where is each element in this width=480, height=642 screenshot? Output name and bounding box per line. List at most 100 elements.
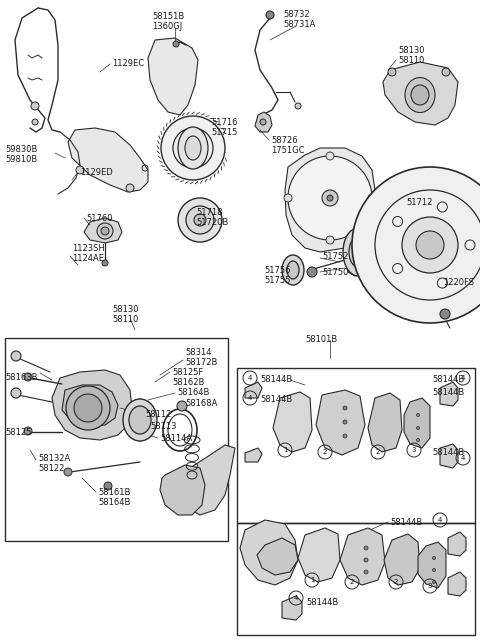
Text: 58130: 58130 [112,305,139,314]
Text: 58144B: 58144B [306,598,338,607]
Circle shape [417,438,420,442]
Circle shape [307,267,317,277]
Ellipse shape [185,136,201,160]
Text: 58732: 58732 [283,10,310,19]
Text: 58164B: 58164B [98,498,131,507]
Polygon shape [340,528,385,585]
Polygon shape [273,392,312,452]
Circle shape [74,394,102,422]
Text: 4: 4 [248,395,252,401]
Circle shape [402,217,458,273]
Circle shape [97,223,113,239]
Circle shape [364,570,368,574]
Circle shape [24,427,32,435]
Circle shape [440,309,450,319]
Polygon shape [84,218,122,243]
Text: 58144B: 58144B [260,375,292,384]
Text: 58112: 58112 [145,410,171,419]
Polygon shape [68,128,148,192]
Circle shape [368,194,376,202]
Polygon shape [255,112,272,132]
Circle shape [66,386,110,430]
Polygon shape [285,148,375,252]
Ellipse shape [343,228,373,276]
Text: 4: 4 [438,517,442,523]
Text: 58114A: 58114A [160,434,192,443]
Text: 58164B: 58164B [177,388,209,397]
Circle shape [76,166,84,174]
Ellipse shape [129,406,151,434]
Text: 2: 2 [376,449,380,455]
Text: 4: 4 [294,595,298,601]
Circle shape [364,558,368,562]
Circle shape [178,198,222,242]
Polygon shape [62,385,118,427]
Text: 58125: 58125 [5,428,31,437]
Text: 58144B: 58144B [260,395,292,404]
Text: 3: 3 [428,583,432,589]
Bar [237,523,475,635]
Text: 58144B: 58144B [390,518,422,527]
Text: 58161B: 58161B [98,488,131,497]
Circle shape [104,482,112,490]
Text: 4: 4 [461,455,465,461]
Text: 58144B: 58144B [432,448,464,457]
Polygon shape [440,382,458,406]
Circle shape [266,11,274,19]
Circle shape [194,214,206,226]
Text: 59830B: 59830B [5,145,37,154]
Text: 51720B: 51720B [196,218,228,227]
Circle shape [11,388,21,398]
Text: 4: 4 [248,375,252,381]
Text: 58172B: 58172B [185,358,217,367]
Text: 51760: 51760 [86,214,112,223]
Polygon shape [384,534,420,585]
Polygon shape [368,393,402,452]
Text: 51752: 51752 [322,252,348,261]
Text: 51716: 51716 [211,118,238,127]
Text: 58151B: 58151B [152,12,184,21]
Text: 58163B: 58163B [5,373,37,382]
Ellipse shape [123,399,157,441]
Circle shape [327,195,333,201]
Polygon shape [282,596,302,620]
Polygon shape [160,465,205,515]
Text: 1751GC: 1751GC [271,146,304,155]
Text: 58132A: 58132A [38,454,70,463]
Ellipse shape [354,246,362,258]
Circle shape [417,413,420,417]
Text: 58122: 58122 [38,464,64,473]
Text: 4: 4 [461,375,465,381]
Text: 3: 3 [412,447,416,453]
Circle shape [343,420,347,424]
Circle shape [64,468,72,476]
Circle shape [11,351,21,361]
Text: 51718: 51718 [196,208,223,217]
Circle shape [432,557,435,559]
Text: 1123SH: 1123SH [72,244,105,253]
Polygon shape [348,258,362,276]
Polygon shape [448,572,466,596]
Polygon shape [52,370,132,440]
Text: 1220FS: 1220FS [443,278,474,287]
Circle shape [432,580,435,584]
Text: 51755: 51755 [264,276,290,285]
Circle shape [101,227,109,235]
Circle shape [173,41,179,47]
Circle shape [442,68,450,76]
Circle shape [288,156,372,240]
Circle shape [352,167,480,323]
Circle shape [343,434,347,438]
Text: 58168A: 58168A [185,399,217,408]
Circle shape [416,231,444,259]
Circle shape [284,194,292,202]
Text: 1129ED: 1129ED [80,168,113,177]
Polygon shape [404,398,430,448]
Circle shape [186,206,214,234]
Polygon shape [383,62,458,125]
Circle shape [126,184,134,192]
Text: 58130: 58130 [398,46,424,55]
Text: 1: 1 [310,577,314,583]
Ellipse shape [405,78,435,112]
Text: 2: 2 [350,579,354,585]
